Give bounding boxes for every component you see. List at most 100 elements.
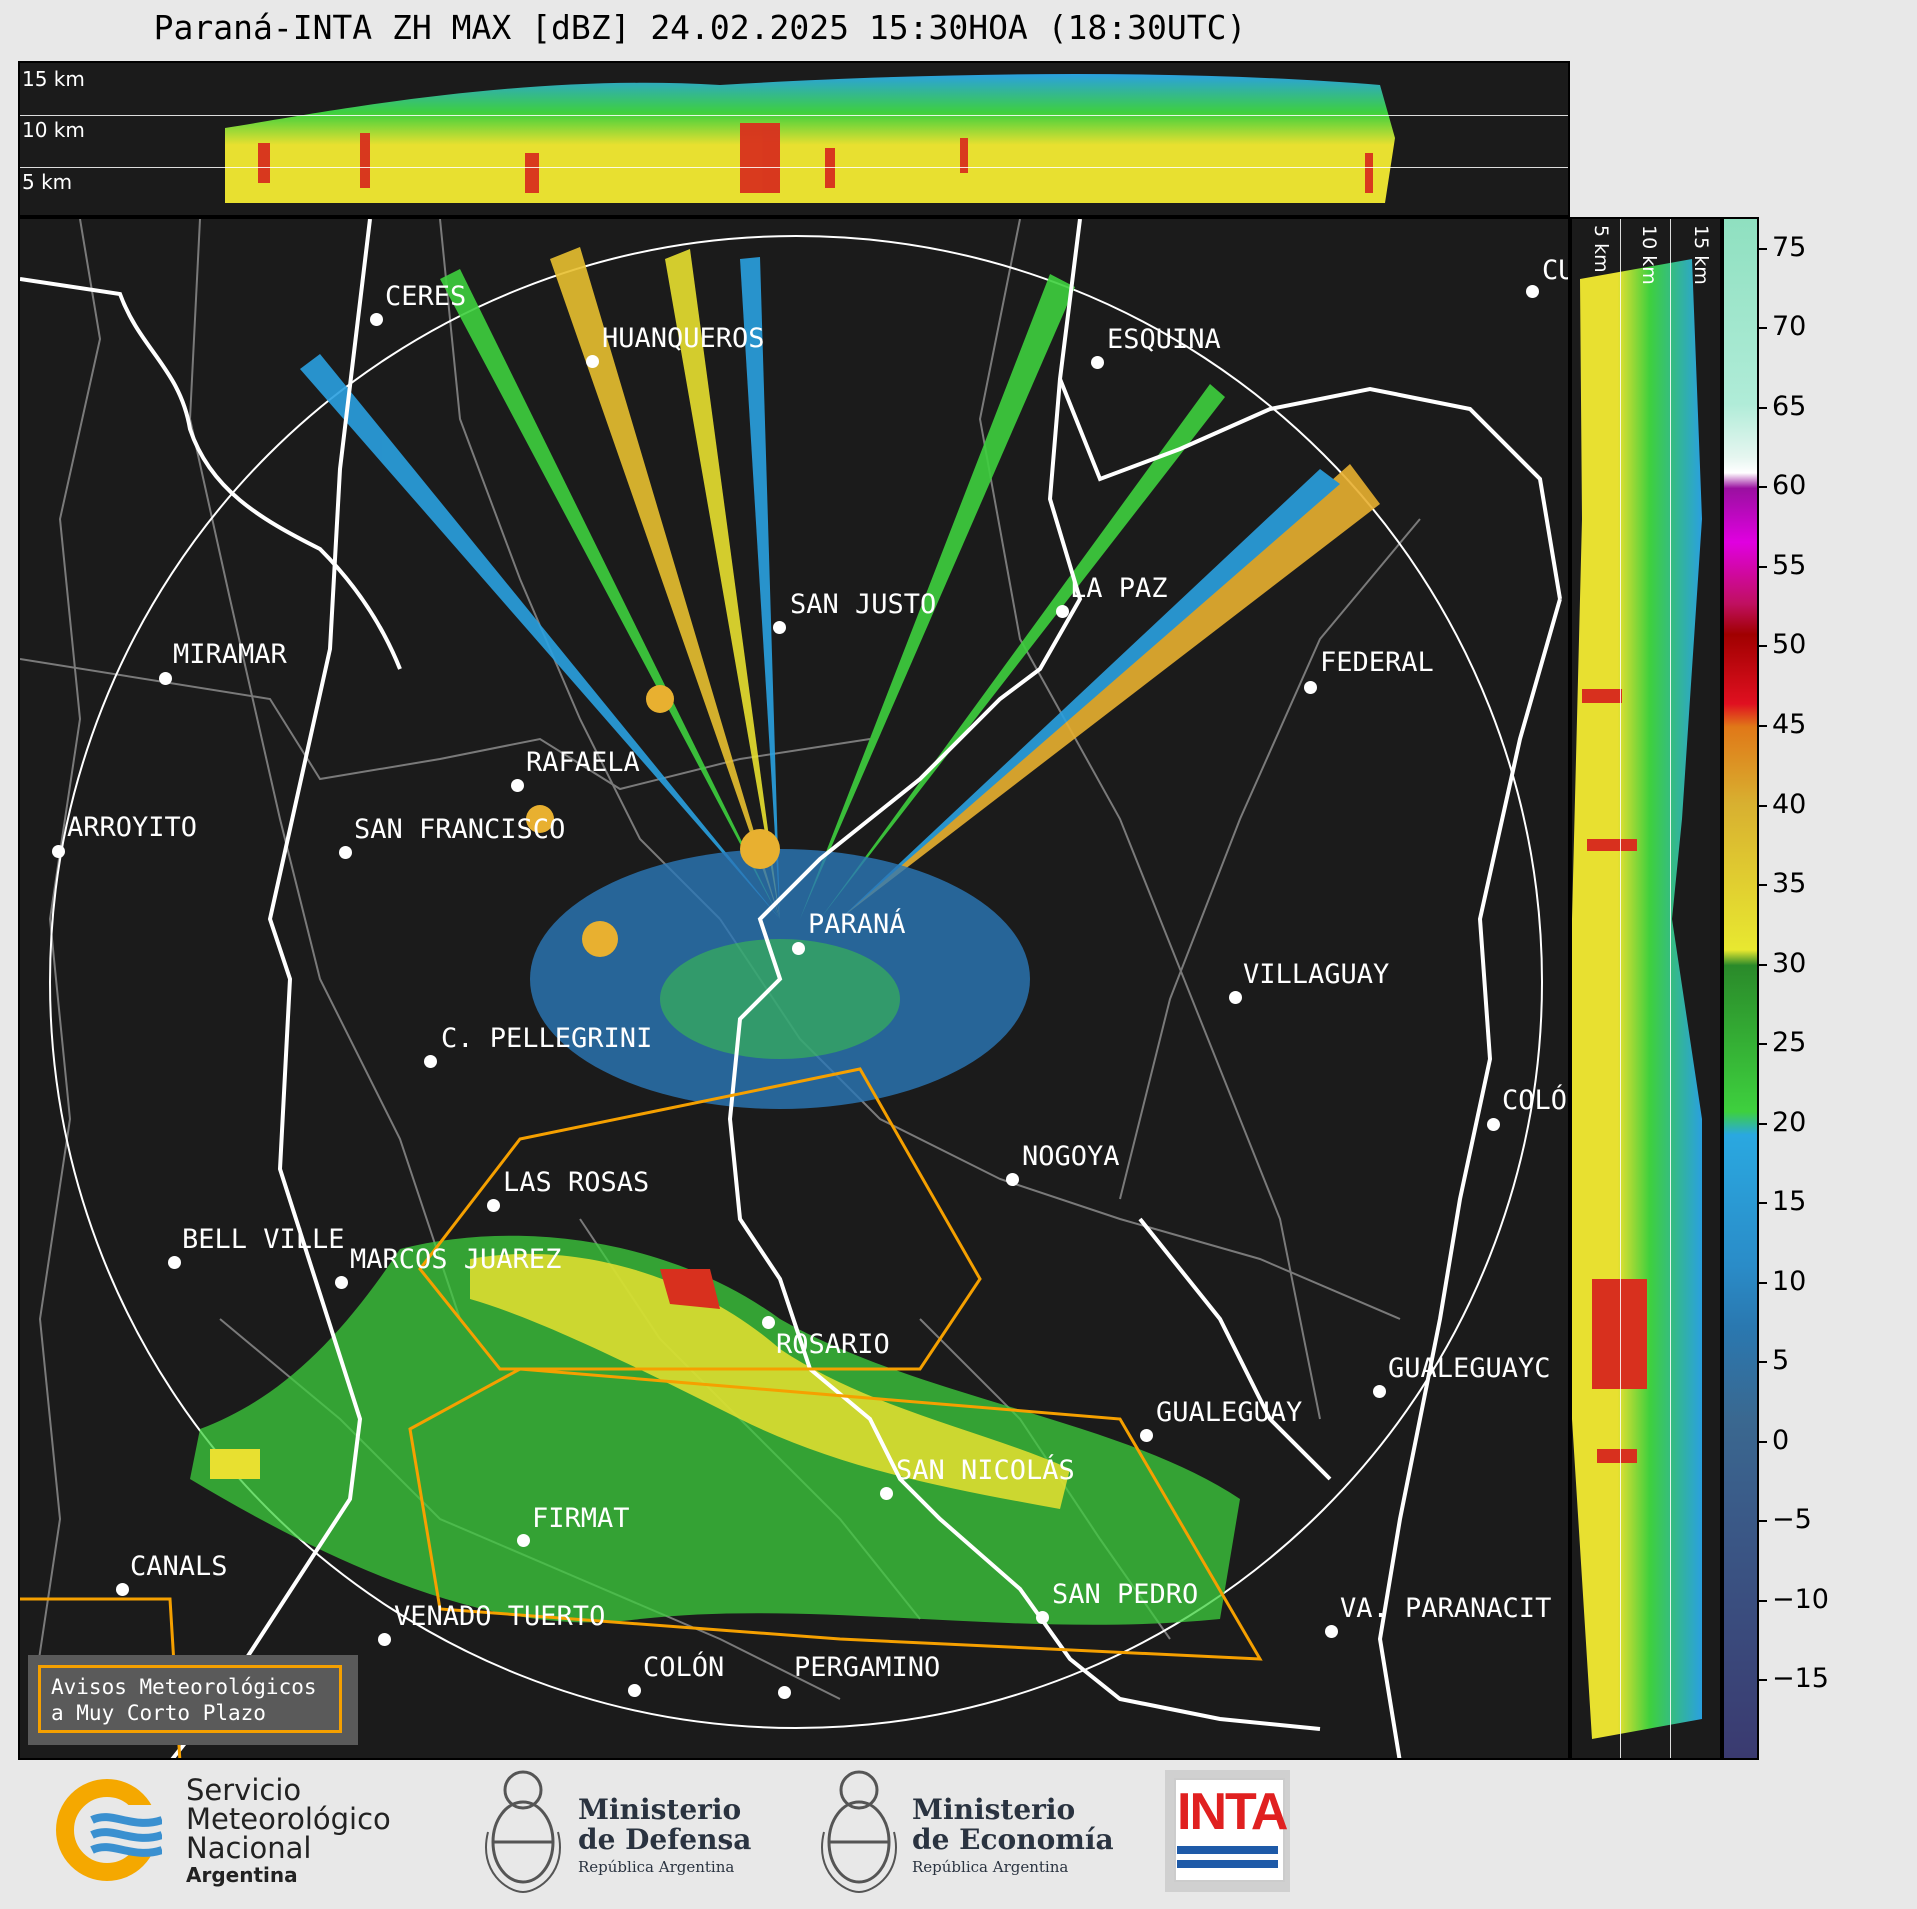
city-dot <box>517 1534 530 1547</box>
radar-map: CERES HUANQUEROS ESQUINA CU SAN JUSTO LA… <box>18 217 1570 1760</box>
colorbar-tick-mark <box>1759 1281 1767 1284</box>
city-arroyito: ARROYITO <box>67 812 198 843</box>
inta-logo: INTA <box>1165 1770 1290 1892</box>
defensa-line3: República Argentina <box>578 1858 735 1876</box>
city-esquina: ESQUINA <box>1107 324 1221 355</box>
city-dot <box>1373 1385 1386 1398</box>
line-15km <box>20 115 1568 116</box>
top-height-profile: 15 km 10 km 5 km <box>18 61 1570 217</box>
city-parana: PARANÁ <box>808 909 906 940</box>
colorbar-tick-label: 45 <box>1772 709 1807 741</box>
colorbar-tick-mark <box>1759 963 1767 966</box>
colorbar-tick-mark <box>1759 1520 1767 1523</box>
side-label-10km: 10 km <box>1638 225 1660 285</box>
city-dot <box>1304 681 1317 694</box>
colorbar-tick-label: −10 <box>1772 1583 1829 1615</box>
smn-line4: Argentina <box>186 1863 298 1887</box>
city-dot <box>487 1199 500 1212</box>
smn-line1: Servicio <box>186 1773 302 1807</box>
colorbar-tick-label: 55 <box>1772 549 1807 581</box>
smn-line2: Meteorológico <box>186 1802 391 1836</box>
economia-emblem <box>814 1762 904 1897</box>
chart-title: Paraná-INTA ZH MAX [dBZ] 24.02.2025 15:3… <box>153 8 1247 47</box>
smn-emblem-icon <box>56 1779 167 1881</box>
colorbar-tick-label: −15 <box>1772 1663 1829 1695</box>
warning-legend: Avisos Meteorológicos a Muy Corto Plazo <box>28 1655 358 1745</box>
city-bell-ville: BELL VILLE <box>182 1224 345 1255</box>
city-dot <box>52 845 65 858</box>
colorbar-tick-label: 20 <box>1772 1106 1807 1138</box>
defensa-line1: Ministerio <box>578 1793 742 1826</box>
city-dot <box>1487 1118 1500 1131</box>
city-rosario: ROSARIO <box>776 1329 890 1360</box>
colorbar-tick-label: 40 <box>1772 788 1807 820</box>
city-dot <box>762 1316 775 1329</box>
city-dot <box>168 1256 181 1269</box>
city-dot <box>792 942 805 955</box>
inta-text: INTA <box>1177 1783 1288 1841</box>
colorbar-tick-label: 30 <box>1772 947 1807 979</box>
city-dot <box>116 1583 129 1596</box>
colorbar-tick-mark <box>1759 1122 1767 1125</box>
city-dot <box>335 1276 348 1289</box>
city-huanqueros: HUANQUEROS <box>602 323 765 354</box>
city-dot <box>424 1055 437 1068</box>
city-dot <box>378 1633 391 1646</box>
city-federal: FEDERAL <box>1320 647 1434 678</box>
city-dot <box>773 621 786 634</box>
city-colo: COLÓ <box>1502 1085 1568 1116</box>
city-va-paranacito: VA. PARANACIT <box>1340 1593 1552 1624</box>
label-15km: 15 km <box>22 67 85 91</box>
city-dot <box>778 1686 791 1699</box>
city-san-justo: SAN JUSTO <box>790 589 937 620</box>
city-las-rosas: LAS ROSAS <box>503 1167 650 1198</box>
colorbar-tick-label: 25 <box>1772 1027 1807 1059</box>
colorbar-tick-mark <box>1759 1361 1767 1364</box>
defensa-line2: de Defensa <box>578 1823 752 1856</box>
side-label-15km: 15 km <box>1690 225 1712 285</box>
city-miramar: MIRAMAR <box>173 639 287 670</box>
warning-line1: Avisos Meteorológicos <box>51 1675 317 1699</box>
vline-10km <box>1620 219 1621 1758</box>
economia-line3: República Argentina <box>912 1858 1069 1876</box>
economia-line2: de Economía <box>912 1823 1114 1856</box>
line-10km <box>20 167 1568 168</box>
city-dot <box>628 1684 641 1697</box>
label-10km: 10 km <box>22 118 85 142</box>
city-dot <box>586 355 599 368</box>
colorbar-tick-mark <box>1759 1679 1767 1682</box>
coat-of-arms-icon <box>485 1770 561 1894</box>
city-san-francisco: SAN FRANCISCO <box>354 814 566 845</box>
city-dot <box>1056 605 1069 618</box>
city-marcos-juarez: MARCOS JUAREZ <box>350 1244 562 1275</box>
city-colon: COLÓN <box>643 1652 725 1683</box>
city-ceres: CERES <box>385 281 467 312</box>
city-venado-tuerto: VENADO TUERTO <box>394 1601 606 1632</box>
side-height-profile: 5 km 10 km 15 km <box>1570 217 1722 1760</box>
colorbar-tick-mark <box>1759 1440 1767 1443</box>
city-c-pellegrini: C. PELLEGRINI <box>441 1023 653 1054</box>
city-san-nicolas: SAN NICOLÁS <box>896 1455 1075 1486</box>
city-canals: CANALS <box>130 1551 228 1582</box>
city-dot <box>1526 285 1539 298</box>
colorbar-tick-label: −5 <box>1772 1504 1812 1536</box>
colorbar-tick-mark <box>1759 645 1767 648</box>
colorbar-tick-label: 65 <box>1772 390 1807 422</box>
colorbar-tick-mark <box>1759 804 1767 807</box>
city-dot <box>1229 991 1242 1004</box>
colorbar-tick-label: 5 <box>1772 1345 1790 1377</box>
colorbar-tick-mark <box>1759 486 1767 489</box>
city-gualeguay: GUALEGUAY <box>1156 1397 1303 1428</box>
city-dot <box>880 1487 893 1500</box>
city-dot <box>1325 1625 1338 1638</box>
city-la-paz: LA PAZ <box>1070 573 1168 604</box>
city-dot <box>339 846 352 859</box>
city-dot <box>1140 1429 1153 1442</box>
vline-15km <box>1670 219 1671 1758</box>
top-profile-echoes <box>225 74 1395 203</box>
city-cu: CU <box>1542 255 1568 286</box>
colorbar-tick-label: 60 <box>1772 470 1807 502</box>
colorbar-tick-mark <box>1759 247 1767 250</box>
city-dot <box>1091 356 1104 369</box>
city-rafaela: RAFAELA <box>526 747 640 778</box>
